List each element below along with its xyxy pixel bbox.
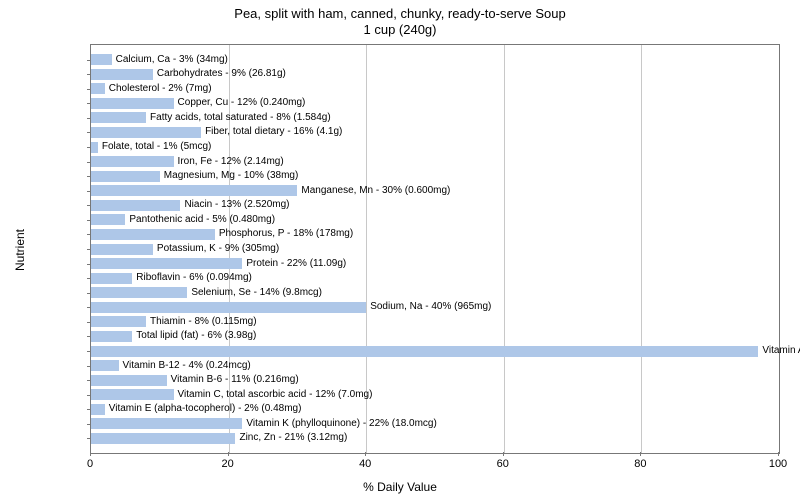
x-tick-group: 020406080100 — [90, 44, 780, 474]
x-tick-label: 60 — [497, 458, 509, 470]
x-tick-mark — [90, 452, 91, 456]
y-axis-label: Nutrient — [10, 0, 30, 500]
x-tick-mark — [228, 452, 229, 456]
chart-title: Pea, split with ham, canned, chunky, rea… — [0, 6, 800, 21]
x-tick-label: 100 — [769, 458, 787, 470]
chart-subtitle: 1 cup (240g) — [0, 22, 800, 37]
x-tick-mark — [365, 452, 366, 456]
x-tick-label: 20 — [221, 458, 233, 470]
x-tick-label: 0 — [87, 458, 93, 470]
x-tick-mark — [778, 452, 779, 456]
x-tick-mark — [503, 452, 504, 456]
x-tick-label: 40 — [359, 458, 371, 470]
x-tick-mark — [640, 452, 641, 456]
x-axis-label: % Daily Value — [0, 480, 800, 494]
x-tick-label: 80 — [634, 458, 646, 470]
